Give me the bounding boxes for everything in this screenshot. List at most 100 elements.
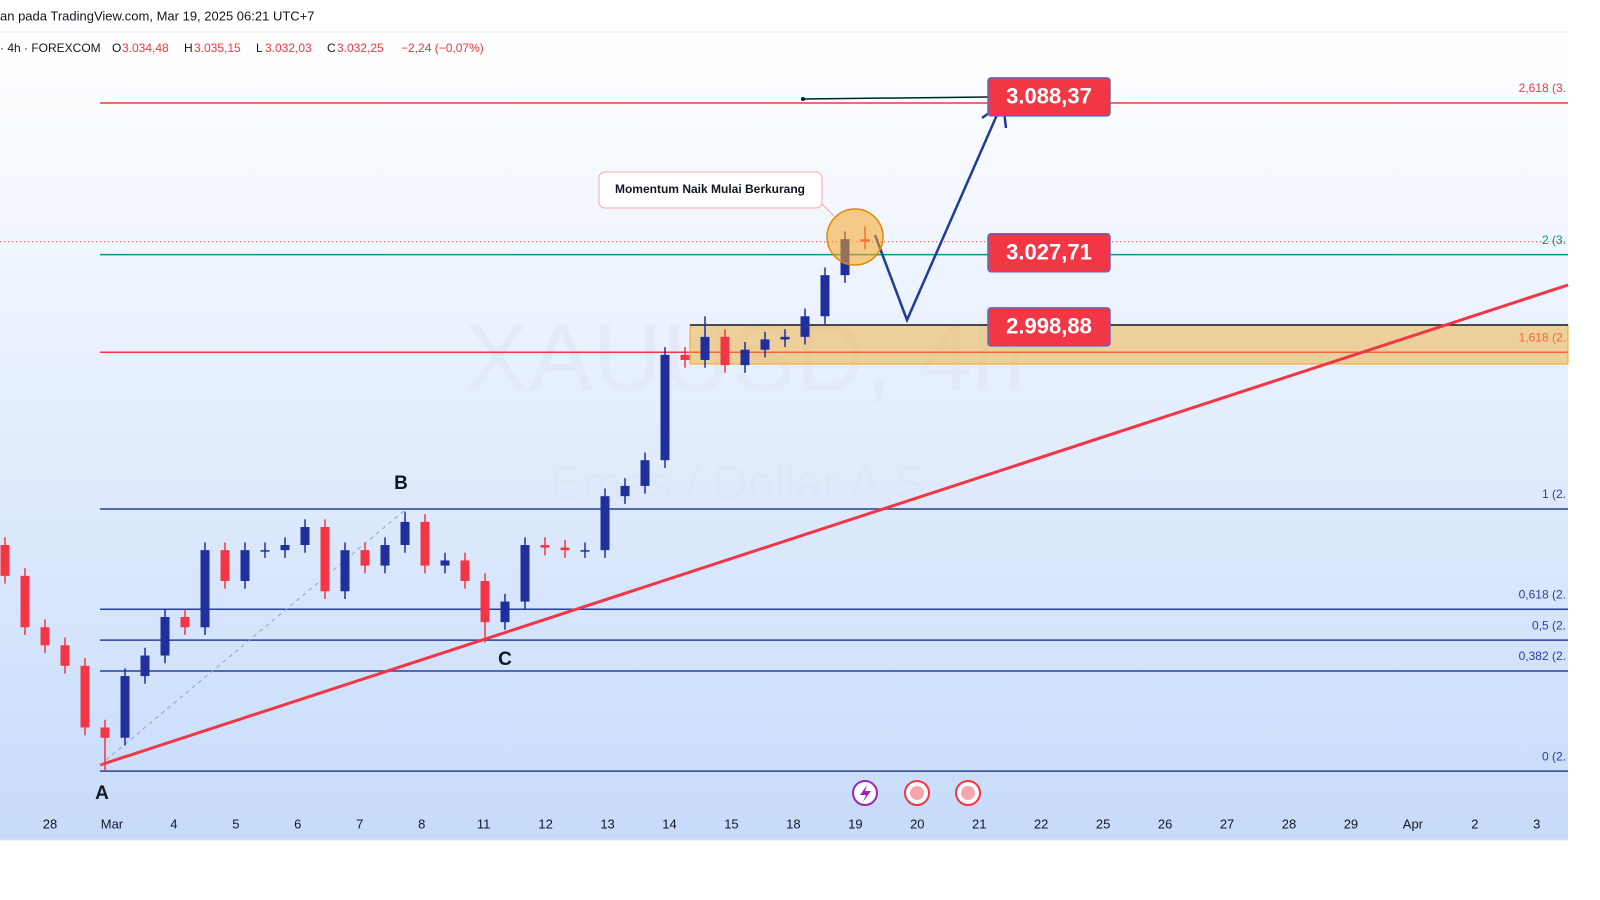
plot-bg <box>0 32 1568 840</box>
x-tick-label: 25 <box>1096 816 1110 831</box>
ohlc-h-key: H <box>184 41 193 55</box>
candle-body <box>0 545 10 576</box>
candle-body <box>200 550 210 628</box>
x-tick-label: Apr <box>1403 816 1424 831</box>
candle-body <box>400 521 410 546</box>
x-tick-label: 14 <box>662 816 676 831</box>
fib-label: 1 (2. <box>1542 487 1566 501</box>
x-tick-label: 7 <box>356 816 363 831</box>
candle-body <box>720 336 730 366</box>
fib-label: 2,618 (3. <box>1519 81 1566 95</box>
x-tick-label: 29 <box>1344 816 1358 831</box>
ohlc-l: 3.032,03 <box>265 41 312 55</box>
event-flag <box>961 786 975 800</box>
x-tick-label: 2 <box>1471 816 1478 831</box>
candle-body <box>340 550 350 592</box>
event-flag <box>910 786 924 800</box>
price-tags: 3.088,37 3.027,71 2.998,88 <box>987 77 1111 347</box>
x-tick-label: 27 <box>1220 816 1234 831</box>
candle-body <box>320 527 330 592</box>
candle-body <box>480 581 490 623</box>
annotation-box <box>598 171 823 209</box>
candle-body <box>820 275 830 317</box>
candle-body <box>60 645 70 666</box>
fib-label: 2 (3. <box>1542 233 1566 247</box>
candle-body <box>360 550 370 566</box>
candle-body <box>760 339 770 350</box>
candle-body <box>160 616 170 656</box>
x-tick-label: 4 <box>170 816 177 831</box>
candle-body <box>580 550 590 552</box>
tag-line <box>802 96 989 100</box>
x-tick-label: 8 <box>418 816 425 831</box>
point-label: B <box>394 473 408 494</box>
zone <box>689 324 1569 365</box>
price-tag-label: 3.027,71 <box>1006 240 1092 265</box>
fib-label: 0,5 (2. <box>1532 618 1566 632</box>
trendline <box>99 283 1569 767</box>
event-icons <box>852 780 981 806</box>
candle-body <box>80 665 90 728</box>
candle-body <box>40 627 50 646</box>
x-tick-label: 20 <box>910 816 924 831</box>
candle-body <box>740 349 750 366</box>
fib-label: 0,382 (2. <box>1519 649 1566 663</box>
ohlc-c: 3.032,25 <box>337 41 384 55</box>
annotation: Momentum Naik Mulai Berkurang <box>615 182 805 196</box>
x-tick-label: 21 <box>972 816 986 831</box>
x-axis-labels: 28 Mar 4 5 6 7 8 11 12 13 14 15 18 19 20 21 22 25 26 27 28 29… <box>43 816 1541 831</box>
candle-body <box>700 336 710 360</box>
price-tag <box>987 307 1111 347</box>
candle-body <box>800 316 810 337</box>
candle-body <box>280 545 290 551</box>
price-tag-label: 2.998,88 <box>1006 314 1092 339</box>
x-tick-label: Mar <box>101 816 124 831</box>
x-tick-label: 3 <box>1533 816 1540 831</box>
ohlc-o-key: O <box>112 41 121 55</box>
x-tick-label: 5 <box>232 816 239 831</box>
x-tick-label: 22 <box>1034 816 1048 831</box>
watermark-name: Emas / Dollar A.S. <box>550 458 939 511</box>
x-tick-label: 18 <box>786 816 800 831</box>
x-tick-label: 15 <box>724 816 738 831</box>
candle-body <box>600 496 610 551</box>
candle-body <box>100 727 110 738</box>
event-icon-glyph <box>860 785 871 802</box>
candle-body <box>420 521 430 566</box>
ohlc-symbol: · 4h · FOREXCOM <box>0 41 101 55</box>
x-tick-label: 28 <box>1282 816 1296 831</box>
candle-body <box>260 550 270 552</box>
ohlc-change: −2,24 (−0,07%) <box>401 41 484 55</box>
candle-body <box>660 354 670 461</box>
candle-body <box>500 601 510 623</box>
ohlc-h: 3.035,15 <box>194 41 241 55</box>
source: an pada TradingView.com, Mar 19, 2025 06… <box>0 8 314 23</box>
ohlc-line: · 4h · FOREXCOM O 3.034,48 H 3.035,15 L 3.032,… <box>0 41 484 55</box>
candle-body <box>440 560 450 566</box>
candle-body <box>380 545 390 566</box>
ohlc-l-key: L <box>256 41 263 55</box>
x-tick-label: 28 <box>43 816 57 831</box>
x-tick-label: 26 <box>1158 816 1172 831</box>
candle-body <box>520 545 530 602</box>
fib-label: 1,618 (2. <box>1519 330 1566 344</box>
x-tick-label: 13 <box>600 816 614 831</box>
fib-label: 0,618 (2. <box>1519 587 1566 601</box>
candle-body <box>540 545 550 548</box>
candle-body <box>680 354 690 360</box>
candle-body <box>20 575 30 628</box>
candle-body <box>620 485 630 497</box>
candle-body <box>300 527 310 546</box>
candle-body <box>120 676 130 738</box>
candle-body <box>640 460 650 486</box>
ohlc-c-key: C <box>327 41 336 55</box>
point-label: A <box>95 783 109 804</box>
candle-body <box>560 547 570 551</box>
highlight-circle <box>826 208 884 266</box>
ohlc-o: 3.034,48 <box>122 41 169 55</box>
price-tag <box>987 233 1111 273</box>
candle-body <box>780 336 790 340</box>
x-tick-label: 6 <box>294 816 301 831</box>
price-tag <box>987 77 1111 117</box>
